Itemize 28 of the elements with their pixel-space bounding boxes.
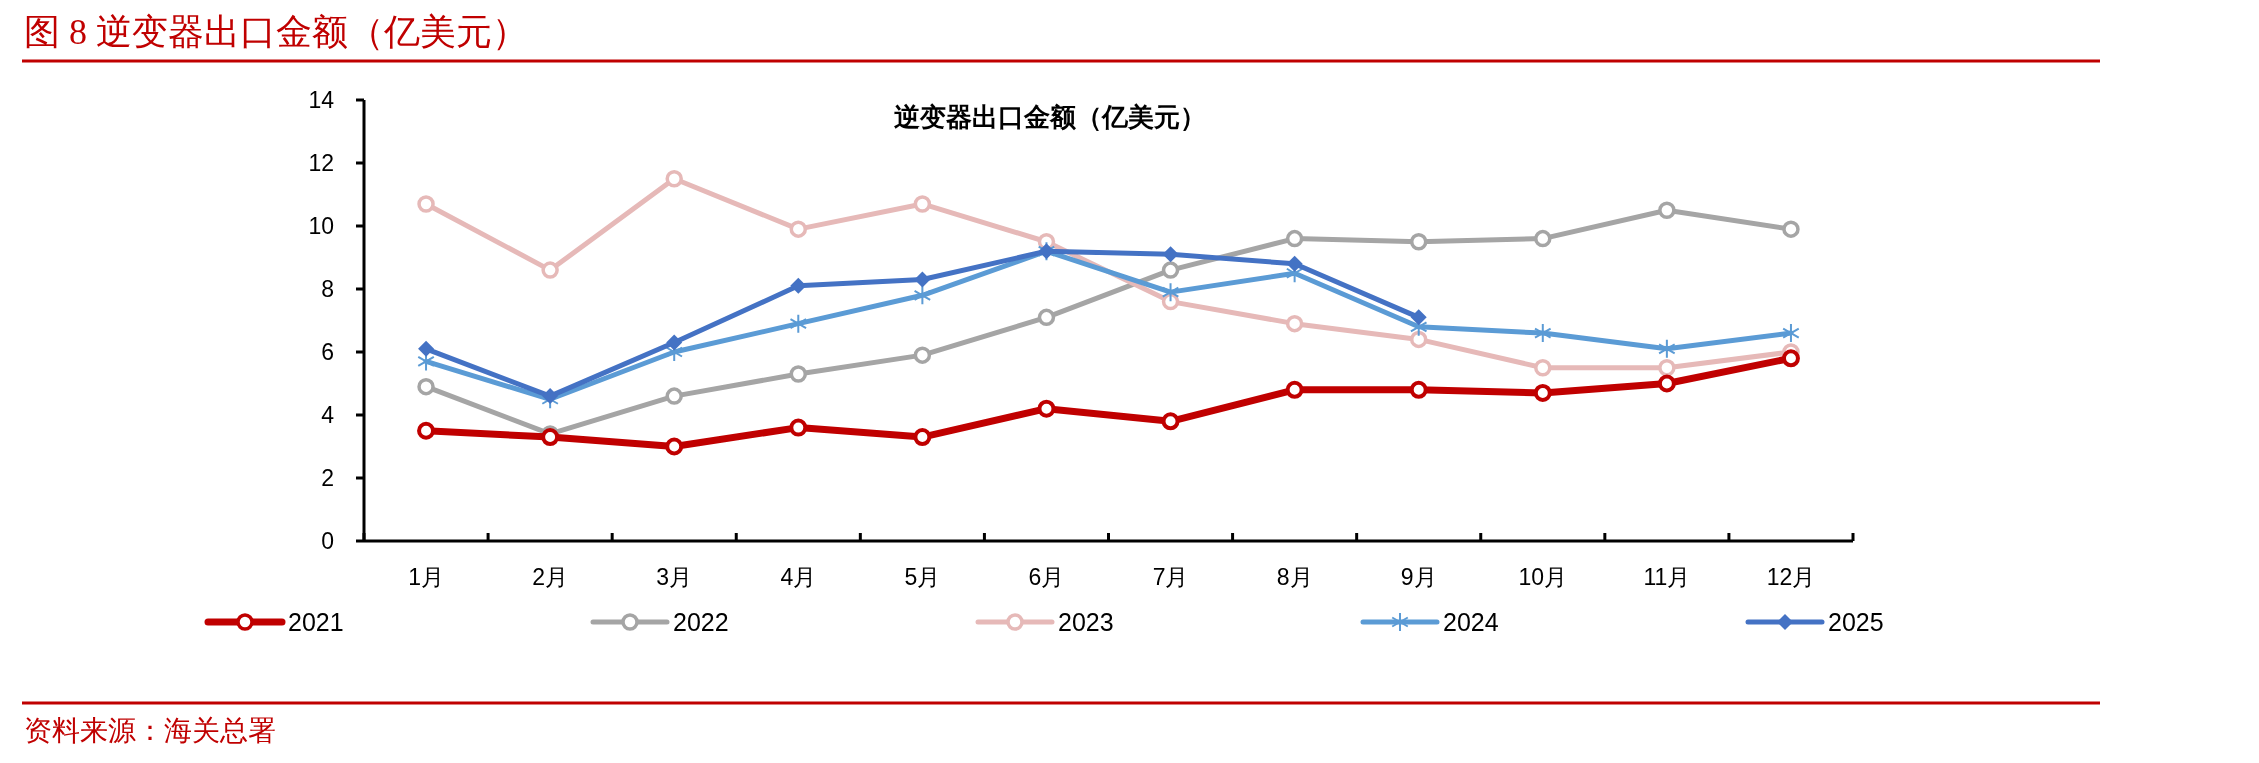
x-tick-label: 2月 — [532, 564, 569, 590]
chart-subtitle: 逆变器出口金额（亿美元） — [894, 103, 1206, 132]
text: 资料来源：海关总署 — [24, 715, 276, 746]
y-tick-label: 14 — [308, 87, 335, 113]
y-tick-label: 2 — [321, 465, 334, 491]
y-tick-label: 6 — [321, 339, 334, 365]
y-tick-label: 12 — [308, 150, 334, 176]
y-tick-label: 4 — [321, 402, 335, 428]
x-tick-label: 7月 — [1152, 564, 1189, 590]
x-tick-label: 8月 — [1276, 564, 1313, 590]
x-tick-label: 6月 — [1028, 564, 1065, 590]
x-tick-label: 12月 — [1766, 564, 1816, 590]
x-tick-label: 1月 — [408, 564, 444, 590]
legend-label: 2022 — [673, 608, 729, 636]
x-tick-label: 4月 — [780, 564, 817, 590]
x-tick-label: 10月 — [1518, 564, 1568, 590]
x-tick-label: 5月 — [904, 564, 941, 590]
y-tick-label: 10 — [308, 213, 334, 239]
y-tick-label: 8 — [321, 276, 334, 302]
legend-label: 2025 — [1828, 608, 1884, 636]
x-tick-label: 11月 — [1643, 564, 1691, 590]
legend-label: 2021 — [288, 608, 344, 636]
y-tick-label: 0 — [321, 528, 334, 554]
x-tick-label: 3月 — [656, 564, 693, 590]
x-tick-label: 9月 — [1400, 564, 1437, 590]
chart-title: 图 8 逆变器出口金额（亿美元） — [24, 12, 528, 52]
legend-label: 2024 — [1443, 608, 1499, 636]
legend-label: 2023 — [1058, 608, 1114, 636]
